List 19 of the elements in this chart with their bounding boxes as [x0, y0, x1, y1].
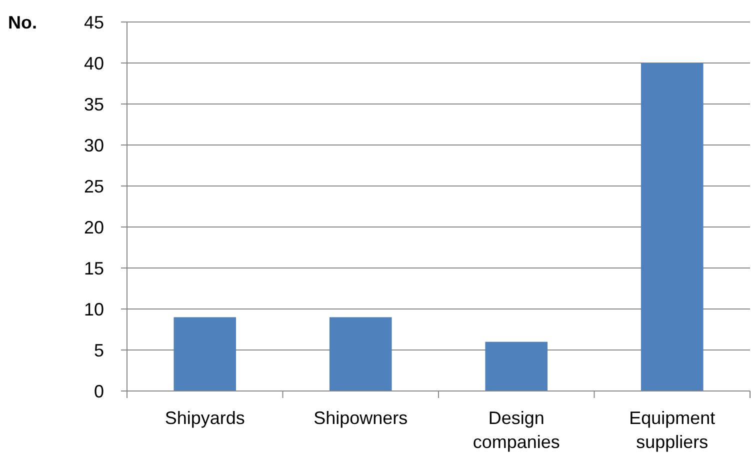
bar: [485, 342, 548, 391]
bar: [640, 63, 704, 391]
x-tick-label: Equipment suppliers: [629, 408, 716, 452]
y-tick-label: 25: [84, 176, 104, 196]
y-tick-label: 20: [84, 217, 104, 238]
y-tick-label: 40: [84, 53, 104, 74]
bar: [329, 317, 392, 391]
y-axis-title: No.: [8, 12, 37, 32]
y-tick-label: 45: [84, 12, 104, 32]
y-tick-label: 35: [84, 94, 104, 114]
y-tick-label: 15: [84, 258, 104, 278]
y-tick-label: 10: [84, 299, 104, 320]
y-tick-label: 30: [84, 135, 104, 156]
x-tick-label: Design companies: [472, 408, 560, 452]
x-tick-label: Shipyards: [164, 408, 245, 428]
y-tick-label: 0: [94, 381, 104, 402]
bar: [174, 317, 236, 391]
y-tick-label: 5: [94, 340, 104, 360]
x-tick-label: Shipowners: [314, 408, 408, 428]
